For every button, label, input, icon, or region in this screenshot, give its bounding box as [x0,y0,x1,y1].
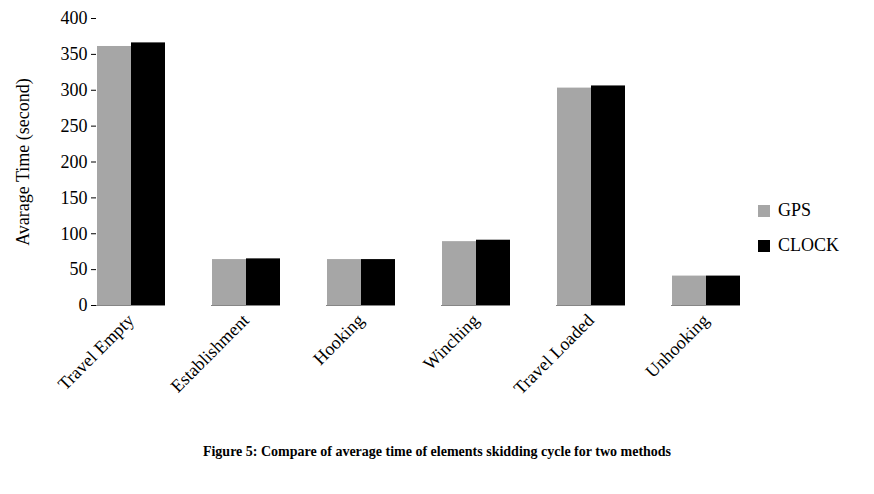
svg-text:Hooking: Hooking [309,310,368,369]
svg-text:50: 50 [70,259,88,279]
svg-text:Establishment: Establishment [167,310,253,396]
svg-text:100: 100 [61,224,88,244]
svg-text:400: 400 [61,8,88,28]
svg-text:250: 250 [61,116,88,136]
html-text:CLOCK: CLOCK [778,235,839,255]
svg-text:Avarage Time (second): Avarage Time (second) [13,78,34,246]
svg-text:200: 200 [61,152,88,172]
svg-text:300: 300 [61,80,88,100]
svg-text:Winching: Winching [419,310,483,374]
svg-text:0: 0 [79,295,88,315]
html-text:Figure 5: Compare of average t: Figure 5: Compare of average time of ele… [202,444,672,459]
svg-text:150: 150 [61,188,88,208]
svg-text:Travel Empty: Travel Empty [54,310,138,394]
svg-text:Unhooking: Unhooking [641,310,712,381]
html-text:GPS: GPS [778,200,811,220]
svg-text:Travel Loaded: Travel Loaded [510,310,598,398]
svg-text:350: 350 [61,44,88,64]
